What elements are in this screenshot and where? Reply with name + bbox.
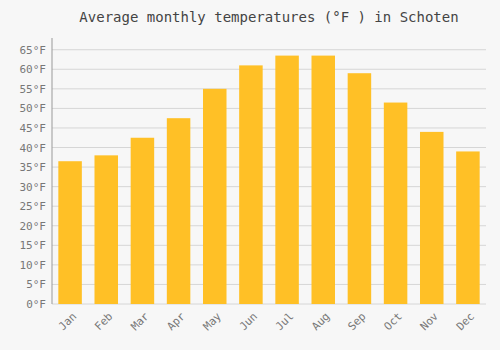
bar	[456, 151, 480, 304]
y-tick-label: 35°F	[20, 161, 47, 174]
y-tick-label: 60°F	[20, 63, 47, 76]
y-tick-label: 30°F	[20, 181, 47, 194]
y-tick-label: 65°F	[20, 44, 47, 57]
grid-line	[52, 127, 486, 128]
bar	[420, 132, 444, 304]
x-tick-label: Nov	[418, 310, 442, 334]
y-axis-line	[52, 38, 53, 304]
y-tick-label: 5°F	[26, 278, 46, 291]
bar	[311, 56, 335, 304]
grid	[52, 50, 486, 304]
title: Average monthly temperatures (°F ) in Sc…	[79, 9, 458, 25]
y-tick-label: 25°F	[20, 200, 47, 213]
y-tick-label: 15°F	[20, 239, 47, 252]
bar	[275, 56, 299, 304]
y-tick-label: 55°F	[20, 83, 47, 96]
grid-line	[52, 88, 486, 89]
grid-line	[52, 108, 486, 109]
bar	[94, 155, 118, 304]
bar	[131, 138, 155, 304]
bar	[348, 73, 372, 304]
y-tick-label: 40°F	[20, 142, 47, 155]
x-tick-label: Jul	[273, 310, 296, 333]
bar	[239, 65, 263, 304]
x-tick-label: Apr	[164, 310, 188, 334]
bars	[58, 56, 479, 304]
x-tick-label: Jan	[56, 310, 79, 333]
bar	[167, 118, 191, 304]
y-tick-label: 0°F	[26, 298, 46, 311]
bar	[384, 103, 408, 304]
y-tick-label: 20°F	[20, 220, 47, 233]
x-tick-label: Jun	[237, 310, 260, 333]
y-tick-label: 50°F	[20, 102, 47, 115]
grid-line	[52, 69, 486, 70]
x-tick-label: Mar	[128, 310, 152, 334]
bar	[203, 89, 227, 304]
y-tick-label: 45°F	[20, 122, 47, 135]
x-tick-label: Aug	[309, 310, 332, 333]
x-tick-label: Sep	[345, 310, 368, 333]
x-tick-label: Dec	[454, 310, 477, 333]
x-tick-label: Oct	[381, 310, 404, 333]
background	[0, 0, 500, 350]
x-tick-label: May	[201, 310, 225, 334]
chart: Average monthly temperatures (°F ) in Sc…	[0, 0, 500, 350]
grid-line	[52, 49, 486, 50]
x-tick-label: Feb	[92, 310, 115, 333]
y-tick-label: 10°F	[20, 259, 47, 272]
bar	[58, 161, 82, 304]
